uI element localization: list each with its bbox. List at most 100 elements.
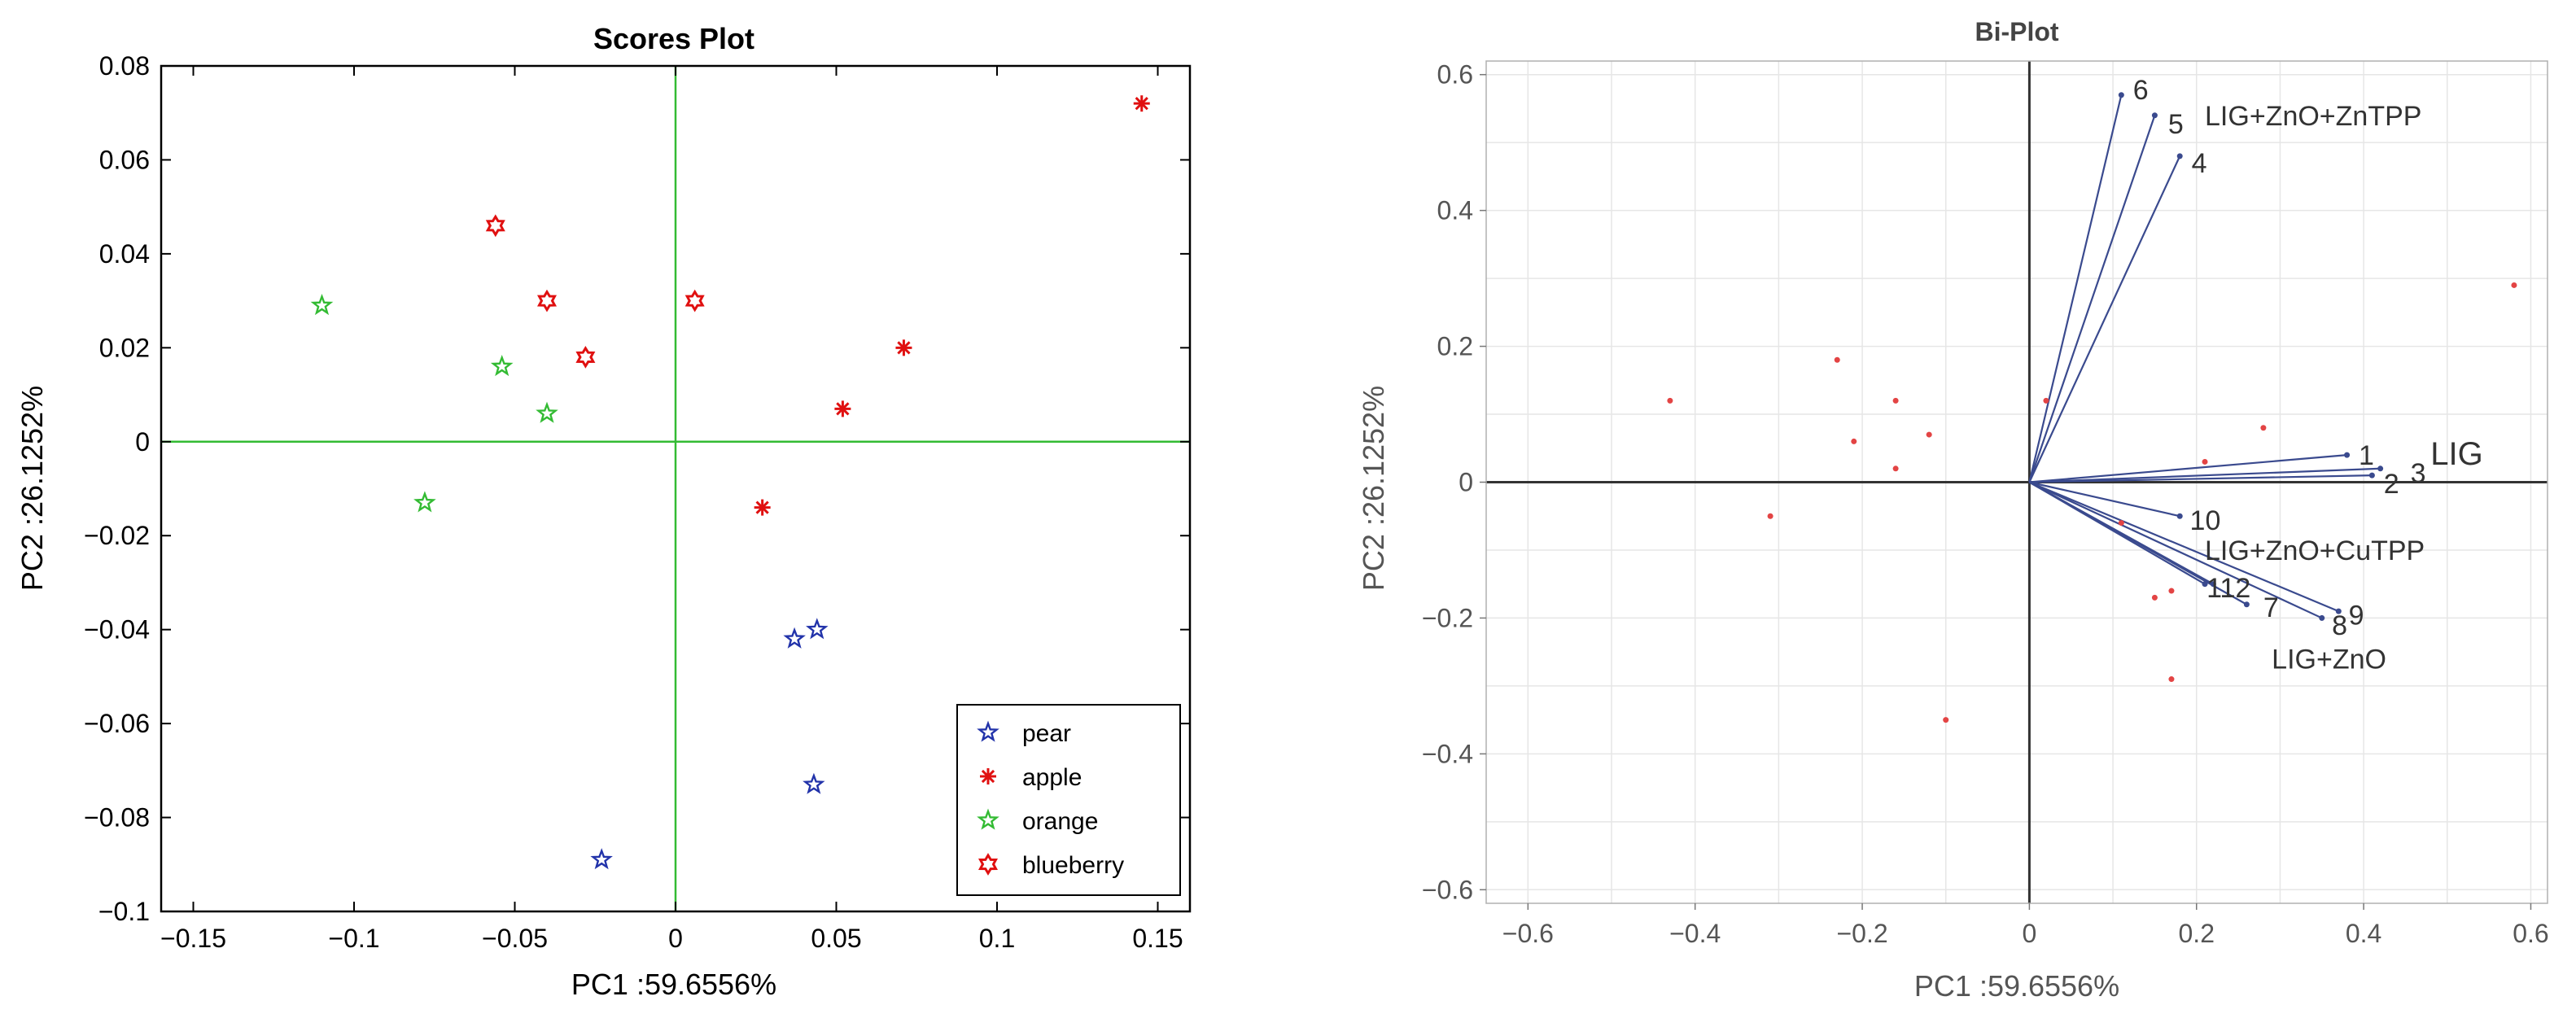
group-label: LIG+ZnO+CuTPP <box>2205 535 2425 566</box>
x-tick-label: −0.15 <box>160 924 226 953</box>
loading-vector-tip <box>2344 452 2351 458</box>
scores-y-axis-label: PC2 :26.1252% <box>15 386 49 591</box>
scores-plot: Scores Plot −0.15 −0.1 −0.05 0 0.05 0.1 0.15 −… <box>15 22 1192 1001</box>
point-pear <box>803 772 825 794</box>
scores-legend: pear apple orange blueberry <box>956 704 1181 896</box>
y-tick-label: −0.08 <box>84 803 150 833</box>
loading-vector-8 <box>2028 481 2323 619</box>
vector-label: 8 <box>2332 610 2347 641</box>
x-tick-label: 0.1 <box>979 924 1015 953</box>
observation-point <box>2202 458 2208 465</box>
vector-label: 6 <box>2133 75 2149 106</box>
y-tick-label: 0 <box>1459 468 1473 497</box>
loading-vector-3 <box>2029 467 2381 483</box>
y-tick-label: 0.6 <box>1437 60 1473 90</box>
x-tick-label: −0.1 <box>328 924 379 953</box>
legend-marker-apple <box>980 768 996 784</box>
point-apple <box>895 339 912 356</box>
y-tick-label: 0.06 <box>99 145 150 174</box>
loading-vector-tip <box>2118 92 2124 98</box>
point-apple <box>1133 95 1150 112</box>
y-tick-label: −0.06 <box>84 709 150 738</box>
loading-vector-12 <box>2028 481 2206 585</box>
observation-point <box>2043 397 2049 404</box>
y-tick-label: 0.02 <box>99 333 150 362</box>
group-label: LIG+ZnO <box>2272 645 2386 675</box>
loading-vector-tip <box>2335 608 2342 614</box>
loading-vector-4 <box>2028 155 2181 483</box>
observation-point <box>1892 397 1899 404</box>
x-tick-label: −0.05 <box>482 924 548 953</box>
vector-label: 5 <box>2168 109 2184 140</box>
observation-point <box>2260 425 2267 431</box>
observation-point <box>1667 397 1673 404</box>
point-apple <box>754 499 771 516</box>
vector-label: 11 <box>2206 573 2235 604</box>
scores-zero-lines <box>161 66 1190 911</box>
scores-x-axis-label: PC1 :59.6556% <box>571 968 776 1001</box>
vector-label: 2 <box>2384 469 2399 500</box>
point-blueberry <box>485 214 505 238</box>
bi-plot-group-labels: LIG+ZnO+ZnTPP LIG LIG+ZnO+CuTPP LIG+ZnO <box>2205 101 2483 675</box>
loading-vector-9 <box>2028 481 2339 613</box>
loading-vector-tip <box>2368 472 2375 479</box>
legend-marker-pear <box>977 720 999 742</box>
vector-label: 12 <box>2220 573 2251 604</box>
legend-label-pear: pear <box>1022 720 1071 747</box>
loading-vector-tip <box>2202 581 2208 588</box>
y-tick-label: 0.04 <box>99 239 150 269</box>
loading-vector-5 <box>2028 115 2156 483</box>
legend-label-apple: apple <box>1022 764 1082 791</box>
point-pear <box>806 618 829 640</box>
bi-plot-vectors <box>2028 92 2384 621</box>
observation-point <box>2168 588 2175 594</box>
point-pear <box>590 848 613 870</box>
x-tick-label: 0.15 <box>1132 924 1183 953</box>
x-tick-label: 0 <box>2023 919 2037 948</box>
point-apple <box>834 400 851 417</box>
point-pear <box>783 627 806 649</box>
bi-plot-points <box>1667 282 2517 723</box>
x-tick-label: 0.6 <box>2513 919 2548 948</box>
legend-marker-blueberry <box>977 853 999 876</box>
observation-point <box>2168 676 2175 683</box>
vector-label: 9 <box>2349 600 2364 631</box>
loading-vector-10 <box>2029 481 2180 518</box>
scores-x-ticks: −0.15 −0.1 −0.05 0 0.05 0.1 0.15 <box>160 66 1183 953</box>
x-tick-label: 0.2 <box>2179 919 2215 948</box>
loading-vector-tip <box>2377 465 2384 472</box>
bi-plot-title: Bi-Plot <box>1975 17 2058 46</box>
point-blueberry <box>575 346 596 369</box>
observation-point <box>1851 438 1857 444</box>
y-tick-label: 0.2 <box>1437 332 1473 361</box>
observation-point <box>2511 282 2517 288</box>
observation-point <box>1892 465 1899 472</box>
legend-label-orange: orange <box>1022 808 1098 835</box>
loading-vector-tip <box>2243 601 2250 608</box>
vector-label: 7 <box>2263 592 2279 623</box>
vector-label: 4 <box>2192 148 2207 179</box>
bi-y-axis-label: PC2 :26.1252% <box>1357 386 1390 591</box>
observation-point <box>2151 594 2158 601</box>
y-tick-label: −0.04 <box>84 615 150 645</box>
group-label: LIG+ZnO+ZnTPP <box>2205 101 2421 132</box>
observation-point <box>1834 356 1840 363</box>
x-tick-label: 0 <box>668 924 683 953</box>
loading-vector-tip <box>2176 153 2183 160</box>
vector-label: 3 <box>2411 458 2426 489</box>
group-label: LIG <box>2430 436 2482 472</box>
scores-plot-title: Scores Plot <box>593 22 754 55</box>
loading-vector-6 <box>2028 94 2123 483</box>
vector-label: 1 <box>2359 440 2374 471</box>
point-orange <box>536 401 558 423</box>
observation-point <box>2118 520 2124 527</box>
x-tick-label: −0.6 <box>1502 919 1554 948</box>
observation-point <box>1943 717 1949 723</box>
observation-point <box>1926 431 1932 438</box>
observation-point <box>1767 513 1773 519</box>
loading-vector-tip <box>2176 513 2183 519</box>
x-tick-label: 0.05 <box>811 924 861 953</box>
scores-points <box>310 95 1150 870</box>
x-tick-label: −0.4 <box>1669 919 1721 948</box>
